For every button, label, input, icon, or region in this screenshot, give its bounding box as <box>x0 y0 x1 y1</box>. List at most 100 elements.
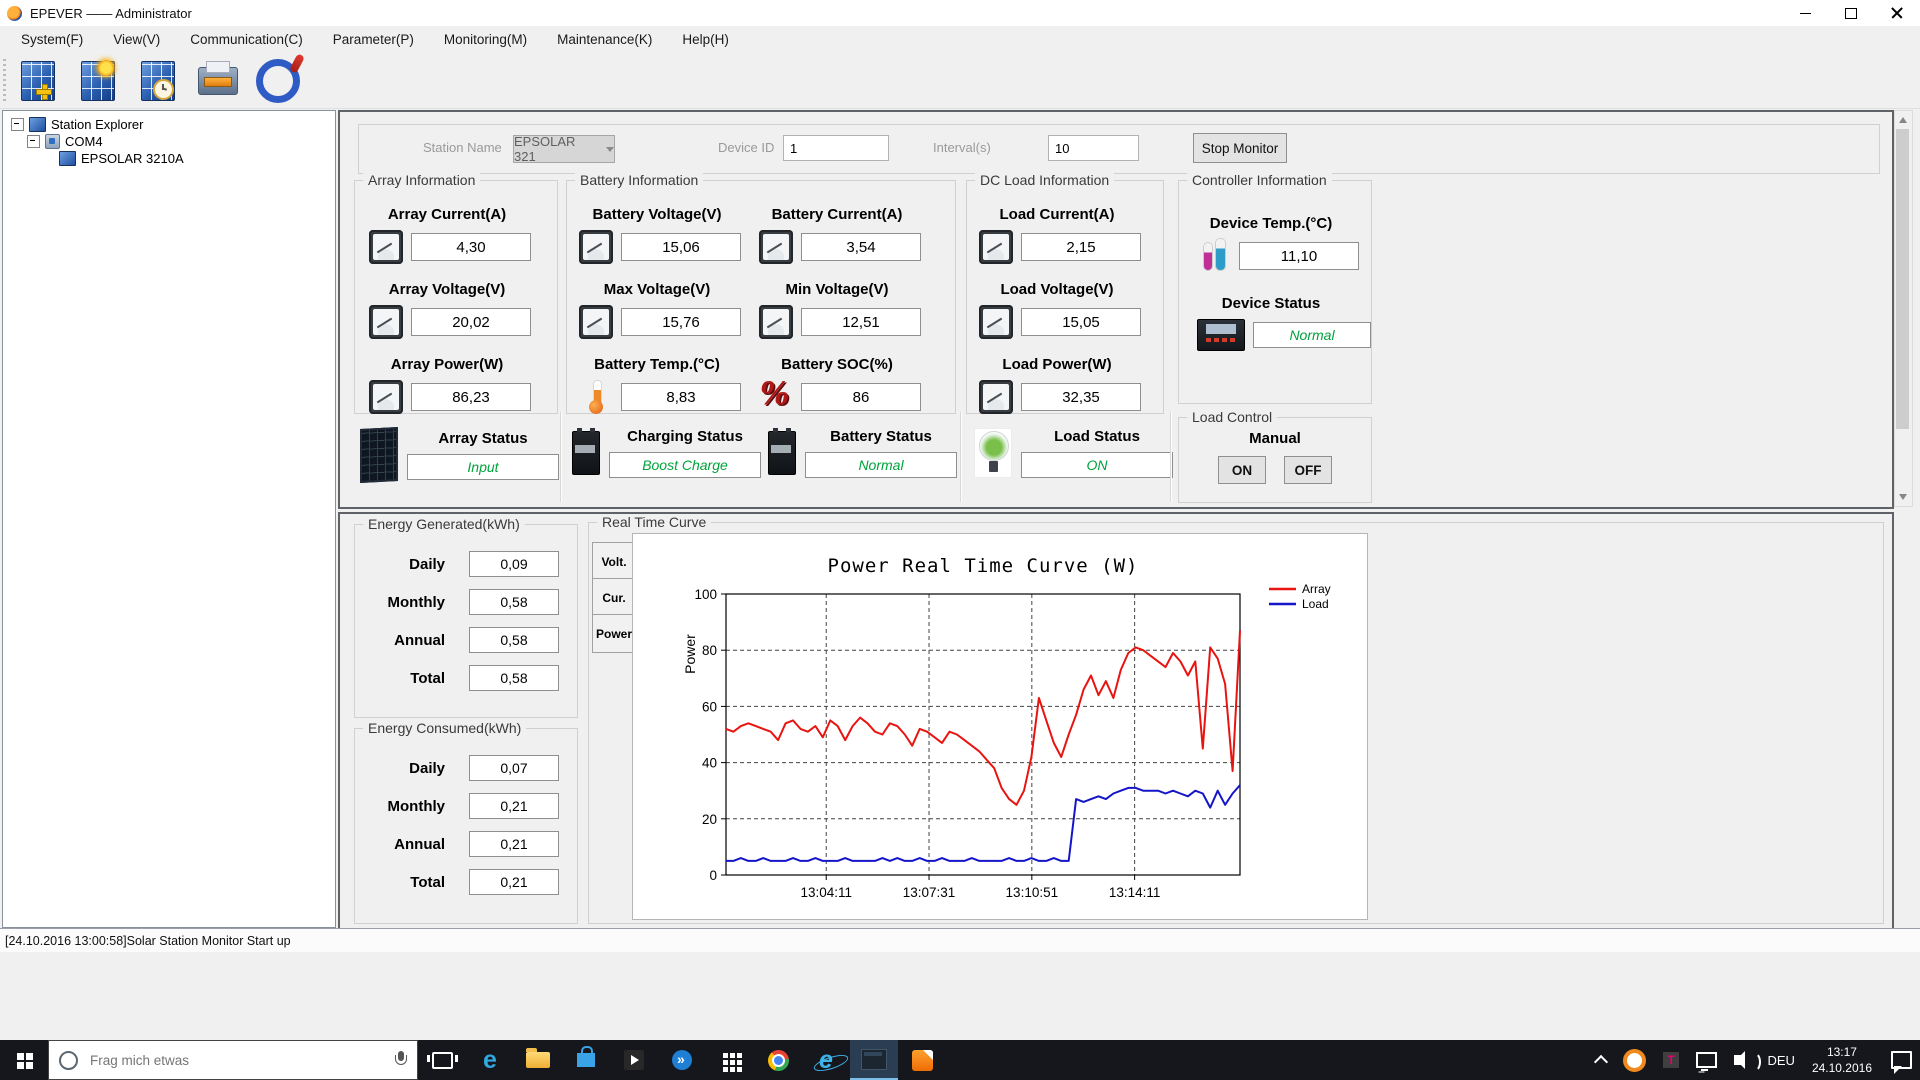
taskbar-app-foxit[interactable] <box>898 1040 946 1080</box>
titlebar: EPEVER —— Administrator <box>0 0 1920 27</box>
menu-communication[interactable]: Communication(C) <box>190 32 303 47</box>
edge-icon <box>483 1048 497 1073</box>
gauge-icon <box>369 230 403 264</box>
tree-label-device[interactable]: EPSOLAR 3210A <box>81 150 184 166</box>
gauge-icon <box>759 305 793 339</box>
station-explorer-panel: Station Explorer COM4 EPSOLAR 3210A <box>2 110 336 928</box>
close-button[interactable] <box>1874 0 1920 26</box>
station-history-button[interactable] <box>136 58 180 104</box>
array-current-label: Array Current(A) <box>387 206 507 223</box>
taskbar-app-file-explorer[interactable] <box>514 1040 562 1080</box>
array-status-label: Array Status <box>438 430 528 447</box>
station-monitor-button[interactable] <box>76 58 120 104</box>
tree-label-root[interactable]: Station Explorer <box>51 116 144 132</box>
menu-system[interactable]: System(F) <box>21 32 84 47</box>
microphone-icon[interactable] <box>395 1051 407 1069</box>
taskbar-app-edge[interactable] <box>466 1040 514 1080</box>
gauge-icon <box>979 380 1013 414</box>
array-voltage-meter: Array Voltage(V) 20,02 <box>363 281 557 339</box>
taskbar-app-photos[interactable] <box>658 1040 706 1080</box>
store-bag-icon <box>577 1046 595 1067</box>
scroll-thumb[interactable] <box>1896 129 1909 429</box>
solar-monitor-icon <box>861 1048 887 1070</box>
annual-value: 0,58 <box>469 627 559 653</box>
load-control-title: Load Control <box>1187 409 1278 425</box>
taskbar-search[interactable] <box>48 1040 418 1080</box>
divider <box>960 412 962 502</box>
battery-soc-label: Battery SOC(%) <box>781 356 893 373</box>
load-on-button[interactable]: ON <box>1218 456 1266 484</box>
monitor-panel: Station Name EPSOLAR 321 Device ID 1 Int… <box>338 110 1894 509</box>
volume-icon[interactable] <box>1734 1051 1762 1072</box>
daily-value: 0,07 <box>469 755 559 781</box>
energy-consumed-total-row: Total 0,21 <box>355 869 559 895</box>
search-input[interactable] <box>88 1051 385 1069</box>
scroll-up-icon[interactable] <box>1899 117 1907 123</box>
menu-maintenance[interactable]: Maintenance(K) <box>557 32 653 47</box>
close-icon <box>1891 7 1903 19</box>
device-id-field[interactable]: 1 <box>783 135 889 161</box>
tab-volt[interactable]: Volt. <box>592 542 636 581</box>
energy-generated-annual-row: Annual 0,58 <box>355 627 559 653</box>
menu-monitoring[interactable]: Monitoring(M) <box>443 32 528 47</box>
tab-power[interactable]: Power <box>592 614 636 653</box>
energy-consumed-title: Energy Consumed(kWh) <box>363 720 527 736</box>
chrome-icon <box>767 1049 789 1071</box>
add-station-button[interactable] <box>16 58 60 104</box>
divider <box>560 412 562 502</box>
taskbar-app-chrome[interactable] <box>754 1040 802 1080</box>
action-center-icon[interactable] <box>1891 1051 1912 1074</box>
taskbar-app-solar-monitor-active[interactable] <box>850 1040 898 1080</box>
stop-monitor-button[interactable]: Stop Monitor <box>1193 133 1287 163</box>
toolbar <box>0 53 1920 109</box>
interval-field[interactable]: 10 <box>1048 135 1139 161</box>
taskbar-app-store[interactable] <box>562 1040 610 1080</box>
tray-telekom-icon[interactable] <box>1663 1052 1680 1068</box>
minimize-icon <box>1799 12 1811 14</box>
load-status-value: ON <box>1021 452 1173 478</box>
task-view-button[interactable] <box>418 1040 466 1080</box>
network-icon[interactable] <box>1696 1052 1718 1071</box>
internet-explorer-icon <box>819 1048 833 1073</box>
tree-label-port[interactable]: COM4 <box>65 133 103 149</box>
taskbar-app-internet-explorer[interactable] <box>802 1040 850 1080</box>
tray-expand-icon[interactable] <box>1594 1054 1609 1069</box>
tree-node-device[interactable]: EPSOLAR 3210A <box>59 150 184 166</box>
menu-view[interactable]: View(V) <box>113 32 161 47</box>
tab-current[interactable]: Cur. <box>592 578 636 617</box>
taskbar-app-grid[interactable] <box>706 1040 754 1080</box>
collapse-icon[interactable] <box>11 117 24 131</box>
maximize-button[interactable] <box>1828 0 1874 26</box>
collapse-icon[interactable] <box>27 134 40 148</box>
print-button[interactable] <box>196 58 240 104</box>
foxit-icon <box>911 1049 933 1071</box>
power-button[interactable] <box>256 58 300 104</box>
menubar: System(F) View(V) Communication(C) Param… <box>0 26 1920 53</box>
battery-soc-meter: Battery SOC(%) 86 <box>753 356 921 414</box>
load-status: Load Status ON <box>974 428 1173 478</box>
min-voltage-label: Min Voltage(V) <box>785 281 889 298</box>
menu-parameter[interactable]: Parameter(P) <box>332 32 414 47</box>
start-button[interactable] <box>0 1040 48 1080</box>
gauge-icon <box>369 380 403 414</box>
station-history-icon <box>141 60 175 101</box>
minimize-button[interactable] <box>1782 0 1828 26</box>
svg-text:13:14:11: 13:14:11 <box>1109 885 1161 900</box>
scroll-down-icon[interactable] <box>1899 494 1907 500</box>
taskbar-app-media[interactable] <box>610 1040 658 1080</box>
station-name-select[interactable]: EPSOLAR 321 <box>513 134 615 164</box>
vertical-scrollbar[interactable] <box>1894 110 1913 507</box>
toolbar-grip <box>3 59 6 103</box>
annual-label: Annual <box>394 835 445 853</box>
daily-label: Daily <box>409 555 445 573</box>
taskbar-clock[interactable]: 13:17 24.10.2016 <box>1812 1044 1872 1076</box>
tree-node-station-explorer[interactable]: Station Explorer <box>11 116 144 132</box>
load-off-button[interactable]: OFF <box>1284 456 1332 484</box>
tree-node-com4[interactable]: COM4 <box>27 133 103 149</box>
system-tray: DEU 13:17 24.10.2016 <box>1594 1040 1920 1080</box>
tray-app-orange-icon[interactable] <box>1623 1048 1647 1072</box>
language-indicator[interactable]: DEU <box>1767 1052 1795 1068</box>
clock-date: 24.10.2016 <box>1811 1061 1872 1075</box>
monthly-value: 0,58 <box>469 589 559 615</box>
menu-help[interactable]: Help(H) <box>682 32 729 47</box>
